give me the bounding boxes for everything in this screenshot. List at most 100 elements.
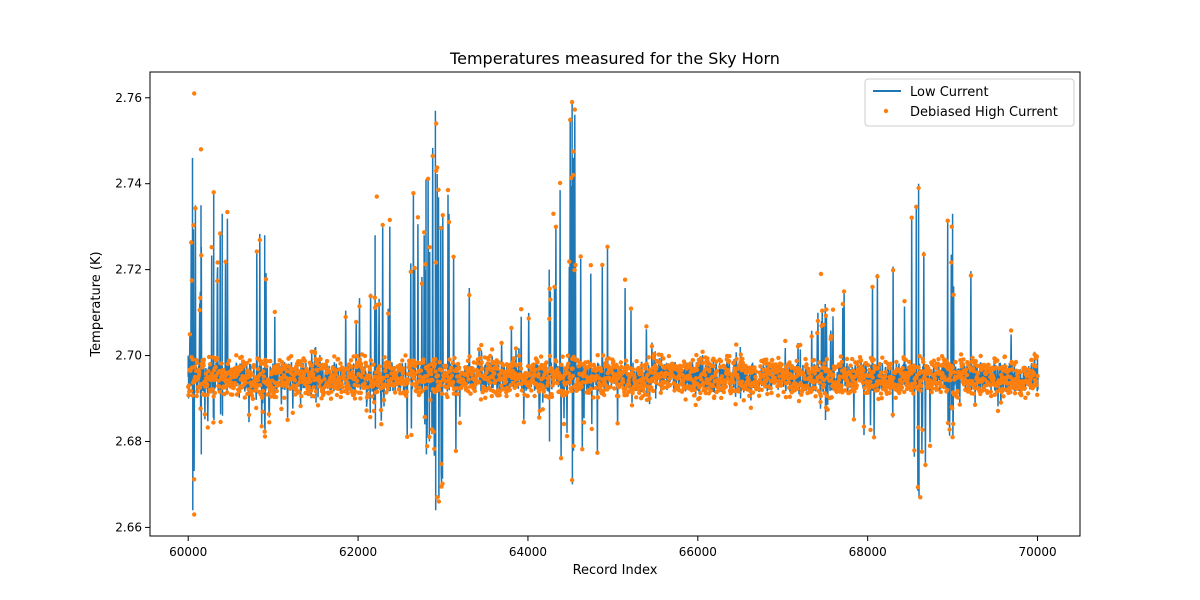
high-current-point (341, 373, 347, 378)
high-current-point (902, 299, 907, 304)
high-current-point (333, 372, 339, 377)
high-current-point (694, 367, 700, 372)
high-current-point (909, 215, 914, 220)
high-current-point (355, 383, 361, 388)
high-current-point (630, 391, 635, 396)
high-current-point (357, 357, 362, 362)
high-current-point (507, 387, 512, 393)
high-current-point (198, 147, 204, 152)
high-current-point (328, 396, 334, 401)
high-current-point (207, 362, 213, 367)
high-current-point (818, 271, 824, 277)
high-current-point (499, 340, 504, 346)
high-current-point (588, 362, 593, 367)
high-current-point (697, 395, 702, 401)
high-current-point (564, 433, 570, 439)
high-current-point (892, 382, 897, 387)
high-current-point (525, 393, 530, 399)
high-current-point (422, 379, 427, 384)
high-current-point (957, 402, 962, 407)
high-current-point (589, 426, 594, 432)
high-current-point (262, 429, 267, 434)
high-current-point (296, 371, 302, 376)
high-current-point (818, 393, 824, 399)
high-current-point (765, 391, 770, 397)
high-current-point (436, 187, 441, 192)
high-current-point (730, 375, 735, 381)
high-current-point (438, 382, 443, 388)
high-current-point (727, 353, 732, 359)
high-current-point (749, 370, 755, 375)
high-current-point (345, 390, 350, 396)
high-current-point (190, 393, 195, 398)
high-current-point (440, 481, 445, 486)
high-current-point (911, 391, 916, 396)
high-current-point (970, 355, 975, 360)
low-current-series (187, 102, 1039, 511)
high-current-point (187, 332, 193, 337)
high-current-point (191, 223, 196, 228)
high-current-point (630, 367, 636, 372)
high-current-point (595, 353, 600, 358)
high-current-point (588, 379, 593, 384)
high-current-point (188, 388, 193, 394)
high-current-point (798, 342, 803, 348)
high-current-point (479, 360, 484, 365)
high-current-point (489, 393, 494, 399)
high-current-point (616, 394, 621, 399)
high-current-point (652, 351, 657, 357)
high-current-point (883, 369, 889, 375)
high-current-point (239, 354, 244, 360)
high-current-point (883, 374, 888, 379)
high-current-point (400, 358, 405, 363)
high-current-point (486, 357, 491, 362)
high-current-point (451, 391, 457, 396)
high-current-point (985, 390, 990, 395)
high-current-point (667, 383, 673, 388)
high-current-point (919, 449, 925, 454)
high-current-point (198, 406, 203, 411)
high-current-point (536, 371, 541, 377)
high-current-point (580, 447, 585, 452)
high-current-point (300, 364, 305, 369)
high-current-point (449, 373, 455, 378)
high-current-point (714, 368, 720, 374)
high-current-point (193, 206, 198, 211)
high-current-point (570, 373, 575, 379)
high-current-point (444, 373, 450, 379)
high-current-point (809, 389, 814, 394)
high-current-point (982, 384, 987, 389)
high-current-point (651, 388, 656, 394)
high-current-point (487, 364, 492, 369)
high-current-point (355, 378, 360, 384)
high-current-point (923, 462, 928, 468)
high-current-point (983, 371, 989, 377)
high-current-point (879, 370, 884, 375)
high-current-point (876, 396, 881, 402)
high-current-point (558, 456, 564, 461)
high-current-point (413, 384, 419, 389)
high-current-point (852, 389, 857, 394)
high-current-point (1023, 395, 1028, 400)
high-current-point (764, 357, 769, 362)
high-current-point (488, 380, 493, 385)
high-current-point (398, 391, 403, 396)
high-current-point (189, 240, 194, 245)
high-current-point (567, 379, 573, 385)
high-current-point (649, 344, 655, 349)
high-current-point (355, 363, 360, 368)
high-current-point (721, 389, 726, 395)
high-current-point (405, 434, 410, 439)
high-current-point (854, 383, 859, 388)
high-current-point (916, 425, 921, 430)
high-current-point (368, 358, 374, 363)
high-current-point (819, 371, 824, 377)
high-current-point (306, 391, 311, 397)
high-current-point (759, 387, 764, 392)
high-current-point (197, 370, 202, 375)
high-current-point (338, 361, 343, 366)
high-current-point (844, 356, 850, 362)
high-current-point (893, 395, 898, 400)
high-current-point (753, 374, 758, 380)
